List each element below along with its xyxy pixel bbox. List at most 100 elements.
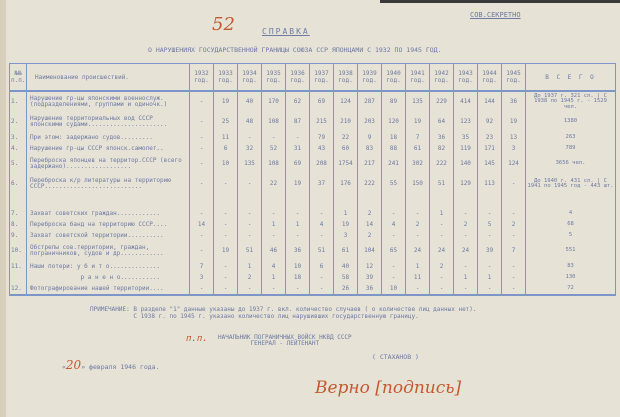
value-cell: 302 (405, 154, 430, 174)
value-cell: - (213, 208, 238, 219)
value-cell: 2 (501, 219, 526, 230)
empty-cell (285, 194, 310, 208)
row-name: Захват советских граждан............ (26, 208, 190, 219)
value-cell: 62 (285, 91, 310, 112)
table-row: 12. Фотографирование нашей территории....… (9, 283, 616, 296)
value-cell: 108 (261, 154, 286, 174)
value-cell: - (237, 219, 262, 230)
value-cell: 65 (381, 241, 406, 261)
table-row: 8. Переброска банд на территорию СССР....… (9, 219, 616, 230)
value-cell: 7 (501, 241, 526, 261)
value-cell: - (477, 261, 502, 272)
empty-cell (405, 194, 430, 208)
value-cell: 229 (429, 91, 454, 112)
classification-stamp: СОВ.СЕКРЕТНО (470, 11, 521, 19)
value-cell: 11 (405, 272, 430, 283)
value-cell: - (213, 230, 238, 241)
value-cell: 170 (261, 91, 286, 112)
value-cell: 171 (477, 143, 502, 154)
value-cell: - (189, 174, 214, 194)
empty-cell (309, 194, 334, 208)
value-cell: 10 (213, 154, 238, 174)
total-cell: 4 (525, 208, 616, 219)
value-cell: 7 (405, 132, 430, 143)
header-name: Наименование происшествий. (26, 63, 190, 92)
value-cell: 5 (477, 219, 502, 230)
value-cell: 6 (309, 261, 334, 272)
handwritten-pp: п.п. (186, 334, 208, 344)
value-cell: 217 (357, 154, 382, 174)
spacer-row (9, 194, 616, 208)
value-cell: - (309, 208, 334, 219)
row-name: Фотографирование нашей территории.... (26, 283, 190, 296)
value-cell: - (501, 272, 526, 283)
value-cell: 24 (405, 241, 430, 261)
header-year: 1943 год. (453, 63, 478, 92)
total-cell: 83 (525, 261, 616, 272)
value-cell: - (261, 132, 286, 143)
value-cell: - (213, 219, 238, 230)
value-cell: - (309, 272, 334, 283)
value-cell: 83 (357, 143, 382, 154)
value-cell: 37 (309, 174, 334, 194)
value-cell: 2 (357, 208, 382, 219)
value-cell: 19 (333, 219, 358, 230)
row-name: Нарушение территориальных вод СССР японс… (26, 112, 190, 132)
table-row: 11. Наши потери: у б и т о.............. 7… (9, 261, 616, 272)
value-cell: 19 (213, 91, 238, 112)
date-rest: февраля 1946 года. (89, 363, 160, 371)
value-cell: - (453, 283, 478, 296)
value-cell: 18 (285, 272, 310, 283)
value-cell: - (501, 230, 526, 241)
value-cell: - (237, 283, 262, 296)
total-cell: 130 (525, 272, 616, 283)
value-cell: 51 (237, 241, 262, 261)
header-no: №№ п.п. (9, 63, 27, 92)
value-cell: - (405, 230, 430, 241)
value-cell: 2 (453, 219, 478, 230)
value-cell: 14 (357, 219, 382, 230)
value-cell: - (429, 283, 454, 296)
empty-cell (189, 194, 214, 208)
value-cell: 89 (381, 91, 406, 112)
value-cell: 210 (333, 112, 358, 132)
value-cell: 24 (429, 241, 454, 261)
value-cell: - (213, 272, 238, 283)
header-year: 1945 год. (501, 63, 526, 92)
value-cell: 26 (333, 283, 358, 296)
signatory-name: ( СТАХАНОВ ) (372, 353, 419, 361)
value-cell: 69 (309, 91, 334, 112)
value-cell: - (477, 208, 502, 219)
value-cell: - (261, 230, 286, 241)
value-cell: - (213, 174, 238, 194)
value-cell: 36 (285, 241, 310, 261)
table-row: 1. Нарушение гр-цы японскими военнослуж. … (9, 91, 616, 112)
value-cell: - (429, 272, 454, 283)
value-cell: 11 (213, 132, 238, 143)
date-day: 20 (65, 358, 82, 372)
value-cell: 10 (285, 261, 310, 272)
row-number: 11. (9, 261, 27, 272)
row-number: 5. (9, 154, 27, 174)
value-cell: 2 (237, 272, 262, 283)
value-cell: - (237, 174, 262, 194)
value-cell: 32 (237, 143, 262, 154)
value-cell: - (501, 208, 526, 219)
value-cell: - (189, 208, 214, 219)
value-cell: 61 (333, 241, 358, 261)
value-cell: 414 (453, 91, 478, 112)
value-cell: - (477, 283, 502, 296)
table-header-row: №№ п.п. Наименование происшествий. 1932 … (9, 63, 616, 92)
value-cell: 144 (477, 91, 502, 112)
row-number: 12. (9, 283, 27, 296)
value-cell: 87 (285, 112, 310, 132)
value-cell: - (285, 208, 310, 219)
header-year: 1935 год. (261, 63, 286, 92)
value-cell: 120 (381, 112, 406, 132)
value-cell: 79 (309, 132, 334, 143)
row-number: 3. (9, 132, 27, 143)
value-cell: 119 (453, 143, 478, 154)
value-cell: 39 (357, 272, 382, 283)
value-cell: 18 (381, 132, 406, 143)
value-cell: - (501, 283, 526, 296)
